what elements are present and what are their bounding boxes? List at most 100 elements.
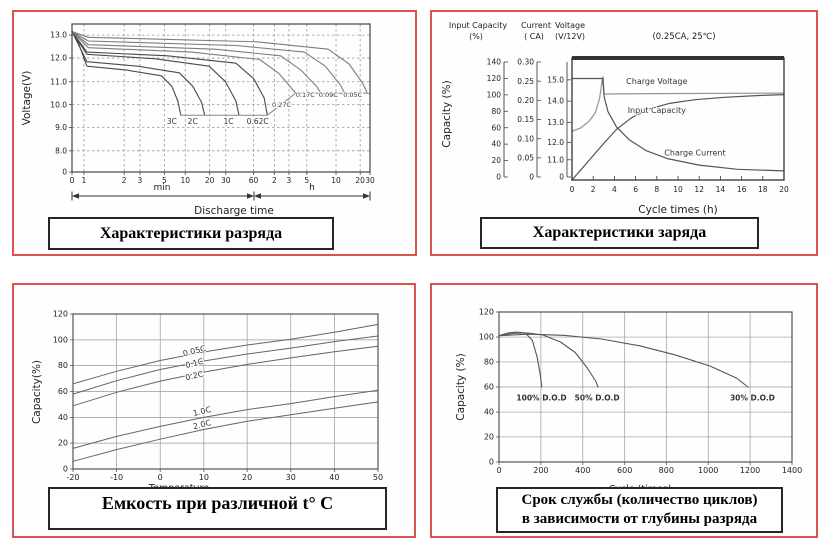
x-tick-label: 12 (694, 185, 704, 194)
x-tick-label: -20 (66, 473, 79, 482)
curve-0.62C (71, 30, 268, 116)
curve-label: 0.09C (319, 91, 338, 99)
sub-axis-tick-label: 0 (559, 173, 564, 182)
curve-label: 0.2C (184, 369, 204, 382)
unit-h-label: h (309, 183, 315, 193)
x-tick-label: 3 (138, 176, 143, 185)
curve-label: 100% D.O.D (516, 394, 566, 403)
x-tick-label: 30 (221, 176, 231, 185)
curve-label: 0.05C (182, 344, 207, 358)
y-tick-label: 80 (484, 358, 494, 367)
y-tick-label: 9.0 (55, 123, 67, 132)
x-tick-label: 400 (575, 466, 590, 475)
curve-input-capacity (571, 93, 785, 181)
x-tick-label: 2 (591, 185, 596, 194)
caption-discharge-text: Характеристики разряда (99, 224, 283, 242)
sub-axis-tick-label: 12.0 (547, 138, 564, 147)
x-tick-label: 3 (287, 176, 292, 185)
sub-axis-tick-label: 120 (487, 74, 502, 83)
curve-1.0C (72, 389, 379, 449)
curve-0.2C (72, 345, 379, 407)
caption-discharge: Характеристики разряда (48, 217, 334, 250)
y-tick-label: 120 (479, 308, 494, 317)
x-tick-label: 200 (533, 466, 548, 475)
curve-label: 0.17C (296, 91, 315, 99)
x-tick-label: 20 (779, 185, 789, 194)
curve-label: Input Capacity (628, 106, 686, 115)
x-tick-label: 8 (654, 185, 659, 194)
x-tick-label: 5 (304, 176, 309, 185)
axis3-title: Voltage (555, 21, 585, 30)
panel-temperature-capacity: -20 -10 0 10 20 30 40 50 120 100 80 60 40 20 0 0.05C 0.1… (12, 283, 416, 538)
curve-label: 0.1C (184, 357, 204, 370)
y-tick-label: 60 (484, 383, 494, 392)
x-tick-label: 1 (82, 176, 87, 185)
x-tick-label: 20 (242, 473, 252, 482)
curve-label: 2C (188, 117, 198, 126)
x-tick-label: 1200 (740, 466, 760, 475)
axis2-unit: ( CA) (524, 32, 544, 41)
y-tick-label: 13.0 (50, 31, 67, 40)
curve-0.05C (71, 30, 368, 93)
x-tick-label: 0 (496, 466, 501, 475)
temperature-capacity-chart: -20 -10 0 10 20 30 40 50 120 100 80 60 40 20 0 0.05C0.1… (31, 310, 383, 494)
x-tick-label: 4 (612, 185, 617, 194)
x-tick-label: 50 (373, 473, 383, 482)
plot-border (71, 23, 371, 173)
panel-charge-characteristics: 0 2 4 6 8 10 12 14 16 18 20 140 120 100 80 60 40 20 0 0.30 0… (430, 10, 818, 256)
caption-temperature-capacity-text: Емкость при различной t° C (101, 493, 334, 513)
x-tick-label: 600 (617, 466, 632, 475)
curve-2C (71, 30, 206, 116)
sub-axis-tick-label: 15.0 (547, 75, 564, 84)
y-tick-label: 12.0 (50, 54, 67, 63)
sub-axis-tick-label: 0 (496, 173, 501, 182)
axis1-title: Input Capacity (449, 21, 507, 30)
curve-charge-current (571, 77, 785, 172)
y-tick-label: 0 (489, 458, 494, 467)
curve-2.0C (72, 401, 379, 462)
sub-axis-tick-label: 0.15 (517, 115, 534, 124)
unit-min-label: min (154, 183, 171, 193)
caption-temperature-capacity: Емкость при различной t° C (48, 487, 387, 530)
curve-0.05C (72, 323, 379, 385)
curve-0.27C (71, 30, 297, 94)
sub-axis-tick-label: 0.05 (517, 153, 534, 162)
arrowhead-left (254, 193, 261, 199)
axis1-unit: (%) (469, 32, 483, 41)
x-tick-label: 800 (659, 466, 674, 475)
arrowhead-right (247, 193, 254, 199)
y-tick-label: 0 (63, 465, 68, 474)
x-tick-label: 14 (716, 185, 726, 194)
sub-axis-tick-label: 100 (487, 90, 502, 99)
curve-30%-dod (498, 333, 749, 388)
caption-cycle-life-text: Срок службы (количество циклов) в зависи… (521, 492, 758, 527)
curve-50%-dod (498, 332, 599, 388)
x-tick-label: 10 (180, 176, 190, 185)
x-axis-title: Cycle times (h) (638, 204, 717, 216)
x-tick-label: 0 (158, 473, 163, 482)
caption-charge: Характеристики заряда (480, 217, 759, 249)
sub-axis-tick-label: 0.30 (517, 58, 534, 67)
curve-cutoff-voltage-line (180, 92, 370, 116)
y-tick-label: 20 (58, 439, 68, 448)
axis2-title: Current (521, 21, 551, 30)
y-tick-label: 100 (479, 333, 494, 342)
curve-0.09C (71, 30, 346, 94)
curve-100%-dod (498, 331, 543, 388)
x-tick-label: 18 (758, 185, 768, 194)
curve-charge-voltage (571, 76, 785, 132)
caption-cycle-life: Срок службы (количество циклов) в зависи… (496, 487, 783, 533)
curve-label: 1C (223, 117, 233, 126)
curve-label: 30% D.O.D (730, 394, 775, 403)
axis3-unit: (V/12V) (555, 32, 585, 41)
x-tick-label: 20 (355, 176, 365, 185)
panel-discharge-characteristics: 0 1 2 3 5 10 20 30 60 2 3 5 10 20 30 13.0 12.0 11.0 10.0 9.… (12, 10, 417, 256)
curve-label: 0.05C (343, 91, 362, 99)
x-tick-label: 30 (286, 473, 296, 482)
y-tick-label: 100 (53, 335, 68, 344)
x-tick-label: 1400 (782, 466, 802, 475)
sub-axis-tick-label: 0.10 (517, 134, 534, 143)
curve-label: Charge Voltage (626, 77, 687, 86)
sub-axis-tick-label: 140 (487, 58, 502, 67)
